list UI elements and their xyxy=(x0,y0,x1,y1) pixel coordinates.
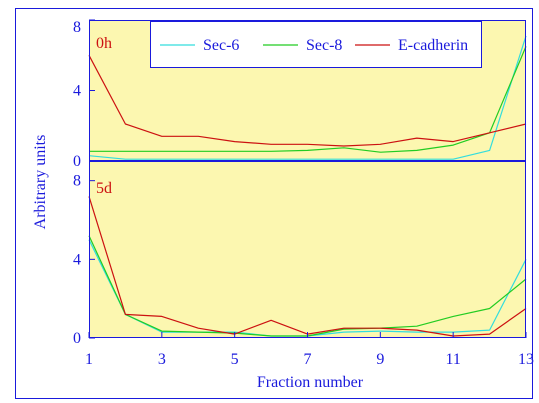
x-tick-label-11: 11 xyxy=(445,351,460,368)
panel-0h-label: 0h xyxy=(96,35,112,52)
x-axis-title: Fraction number xyxy=(257,374,364,391)
x-tick-label-9: 9 xyxy=(376,351,384,368)
y-tick-label-0h-8: 8 xyxy=(73,19,81,36)
x-tick-label-1: 1 xyxy=(85,351,93,368)
legend-label-e-cadherin: E-cadherin xyxy=(398,37,468,54)
legend: Sec-6 Sec-8 E-cadherin xyxy=(150,21,482,68)
x-axis-ticks: 1 3 5 7 9 11 13 xyxy=(85,332,534,368)
y-axis-title: Arbitrary units xyxy=(32,135,49,230)
y-tick-label-5d-8: 8 xyxy=(73,173,81,190)
y-tick-label-5d-0: 0 xyxy=(73,330,81,347)
panel-5d-label: 5d xyxy=(96,180,112,197)
x-tick-label-3: 3 xyxy=(158,351,166,368)
panel-5d-background xyxy=(89,161,526,338)
panel-5d: 0 4 8 5d xyxy=(73,161,527,347)
x-tick-label-13: 13 xyxy=(518,351,534,368)
panel-0h-series xyxy=(88,35,527,160)
y-tick-label-0h-0: 0 xyxy=(73,153,81,170)
x-tick-label-5: 5 xyxy=(231,351,239,368)
series-line-0h-e-cadherin xyxy=(88,55,527,147)
y-tick-label-0h-4: 4 xyxy=(73,83,81,100)
legend-label-sec-8: Sec-8 xyxy=(306,37,342,54)
legend-box xyxy=(150,21,482,68)
y-tick-label-5d-4: 4 xyxy=(73,251,81,268)
series-line-0h-sec-6 xyxy=(88,35,527,160)
panel-5d-y-ticks: 0 4 8 xyxy=(73,173,95,347)
legend-label-sec-6: Sec-6 xyxy=(203,37,239,54)
series-line-0h-sec-8 xyxy=(89,46,527,153)
figure-frame xyxy=(15,8,533,399)
x-tick-label-7: 7 xyxy=(304,351,312,368)
